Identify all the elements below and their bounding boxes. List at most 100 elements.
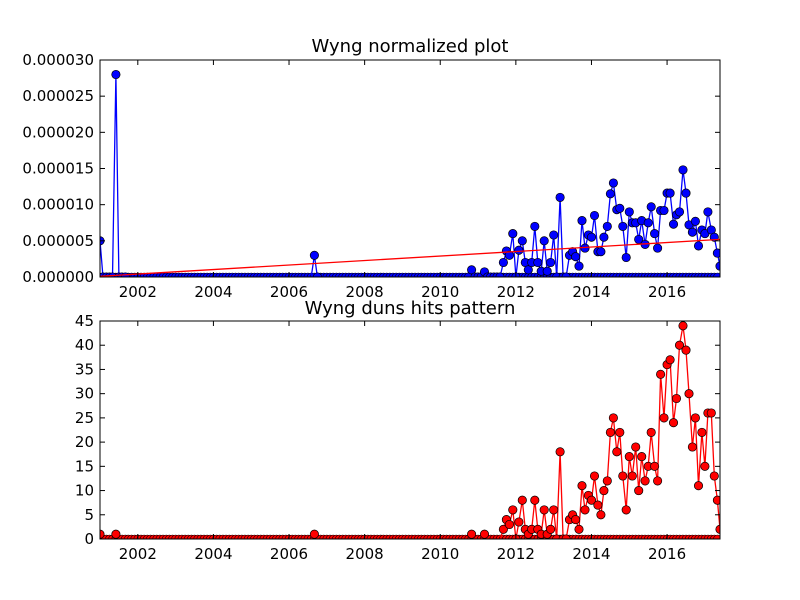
data-point [589, 471, 600, 481]
y-tick-label: 0.000000 [22, 268, 94, 286]
data-point [650, 229, 660, 239]
data-point [678, 165, 688, 175]
x-tick-label: 2016 [648, 283, 686, 301]
data-point [634, 486, 644, 496]
data-point [605, 189, 615, 199]
y-tick-label: 0.000005 [22, 232, 94, 250]
zero-point [713, 534, 720, 539]
x-tick-label: 2002 [119, 283, 157, 301]
data-point [111, 69, 121, 80]
data-point [508, 229, 518, 239]
data-point [589, 210, 600, 221]
y-tick-label: 20 [75, 433, 94, 451]
y-tick-label: 35 [75, 360, 94, 378]
y-tick-label: 5 [84, 506, 94, 524]
data-point [586, 495, 597, 505]
data-point [574, 261, 584, 271]
x-tick-label: 2010 [421, 545, 459, 563]
chart-title: Wyng duns hits pattern [305, 298, 516, 319]
x-tick-label: 2016 [648, 545, 686, 563]
y-tick-label: 45 [75, 312, 94, 330]
y-tick-label: 30 [75, 385, 94, 403]
data-point [681, 188, 691, 198]
data-point [571, 515, 581, 525]
data-point [671, 393, 682, 404]
data-point [514, 245, 524, 255]
data-point [665, 355, 675, 365]
data-point [687, 227, 697, 237]
data-point [665, 188, 675, 198]
data-point [690, 216, 700, 226]
axes-frame [99, 320, 721, 540]
data-point [539, 236, 549, 246]
data-point [577, 481, 587, 491]
data-point [608, 413, 618, 423]
data-point [640, 476, 650, 486]
data-point [586, 232, 597, 242]
data-point [596, 510, 606, 520]
data-point [674, 207, 685, 217]
data-point [467, 529, 477, 539]
data-point [577, 216, 587, 226]
data-point [539, 505, 549, 515]
data-point [555, 447, 565, 457]
data-point [508, 505, 518, 515]
data-point [653, 476, 663, 486]
y-tick-label: 0.000015 [22, 160, 94, 178]
data-point [697, 427, 707, 437]
x-tick-label: 2006 [270, 283, 308, 301]
plot-area [100, 69, 720, 277]
x-tick-label: 2014 [572, 283, 610, 301]
data-point [504, 250, 514, 260]
data-point [621, 252, 631, 263]
data-point [693, 241, 704, 251]
data-point [621, 505, 631, 515]
y-tick-label: 0.000025 [22, 87, 94, 105]
data-point [596, 247, 606, 257]
data-point [612, 447, 622, 457]
data-point [549, 505, 559, 515]
data-point [674, 340, 685, 350]
data-point [602, 476, 612, 486]
data-point [530, 495, 540, 505]
data-point [608, 178, 618, 188]
data-point [602, 221, 612, 231]
data-point [549, 230, 559, 240]
x-tick-label: 2008 [346, 545, 384, 563]
data-point [690, 413, 700, 423]
data-point [546, 257, 556, 268]
data-point [693, 481, 704, 491]
data-point [517, 236, 527, 246]
data-point [574, 524, 584, 534]
data-point [681, 345, 691, 355]
data-point [555, 192, 565, 202]
x-tick-label: 2004 [194, 545, 232, 563]
y-tick-label: 40 [75, 336, 94, 354]
data-point [700, 461, 710, 471]
data-point [637, 452, 647, 462]
data-point [627, 471, 637, 481]
x-tick-label: 2002 [119, 545, 157, 563]
data-point [703, 207, 713, 217]
data-point [517, 495, 527, 505]
data-point [599, 232, 609, 242]
data-point [309, 529, 319, 539]
data-point [678, 321, 688, 331]
data-point [533, 257, 543, 268]
data-point [646, 427, 656, 437]
data-point [712, 248, 720, 258]
chart-title: Wyng normalized plot [312, 36, 509, 57]
data-point [498, 524, 508, 534]
data-point [498, 257, 508, 268]
data-point [668, 219, 679, 229]
data-point [599, 486, 609, 496]
data-point [631, 442, 641, 452]
data-point [514, 517, 524, 527]
x-tick-label: 2012 [497, 283, 535, 301]
data-point [546, 524, 556, 534]
x-tick-label: 2012 [497, 545, 535, 563]
data-point [668, 418, 679, 428]
data-point [646, 202, 656, 212]
data-point [712, 495, 720, 505]
y-tick-label: 0 [84, 530, 94, 548]
